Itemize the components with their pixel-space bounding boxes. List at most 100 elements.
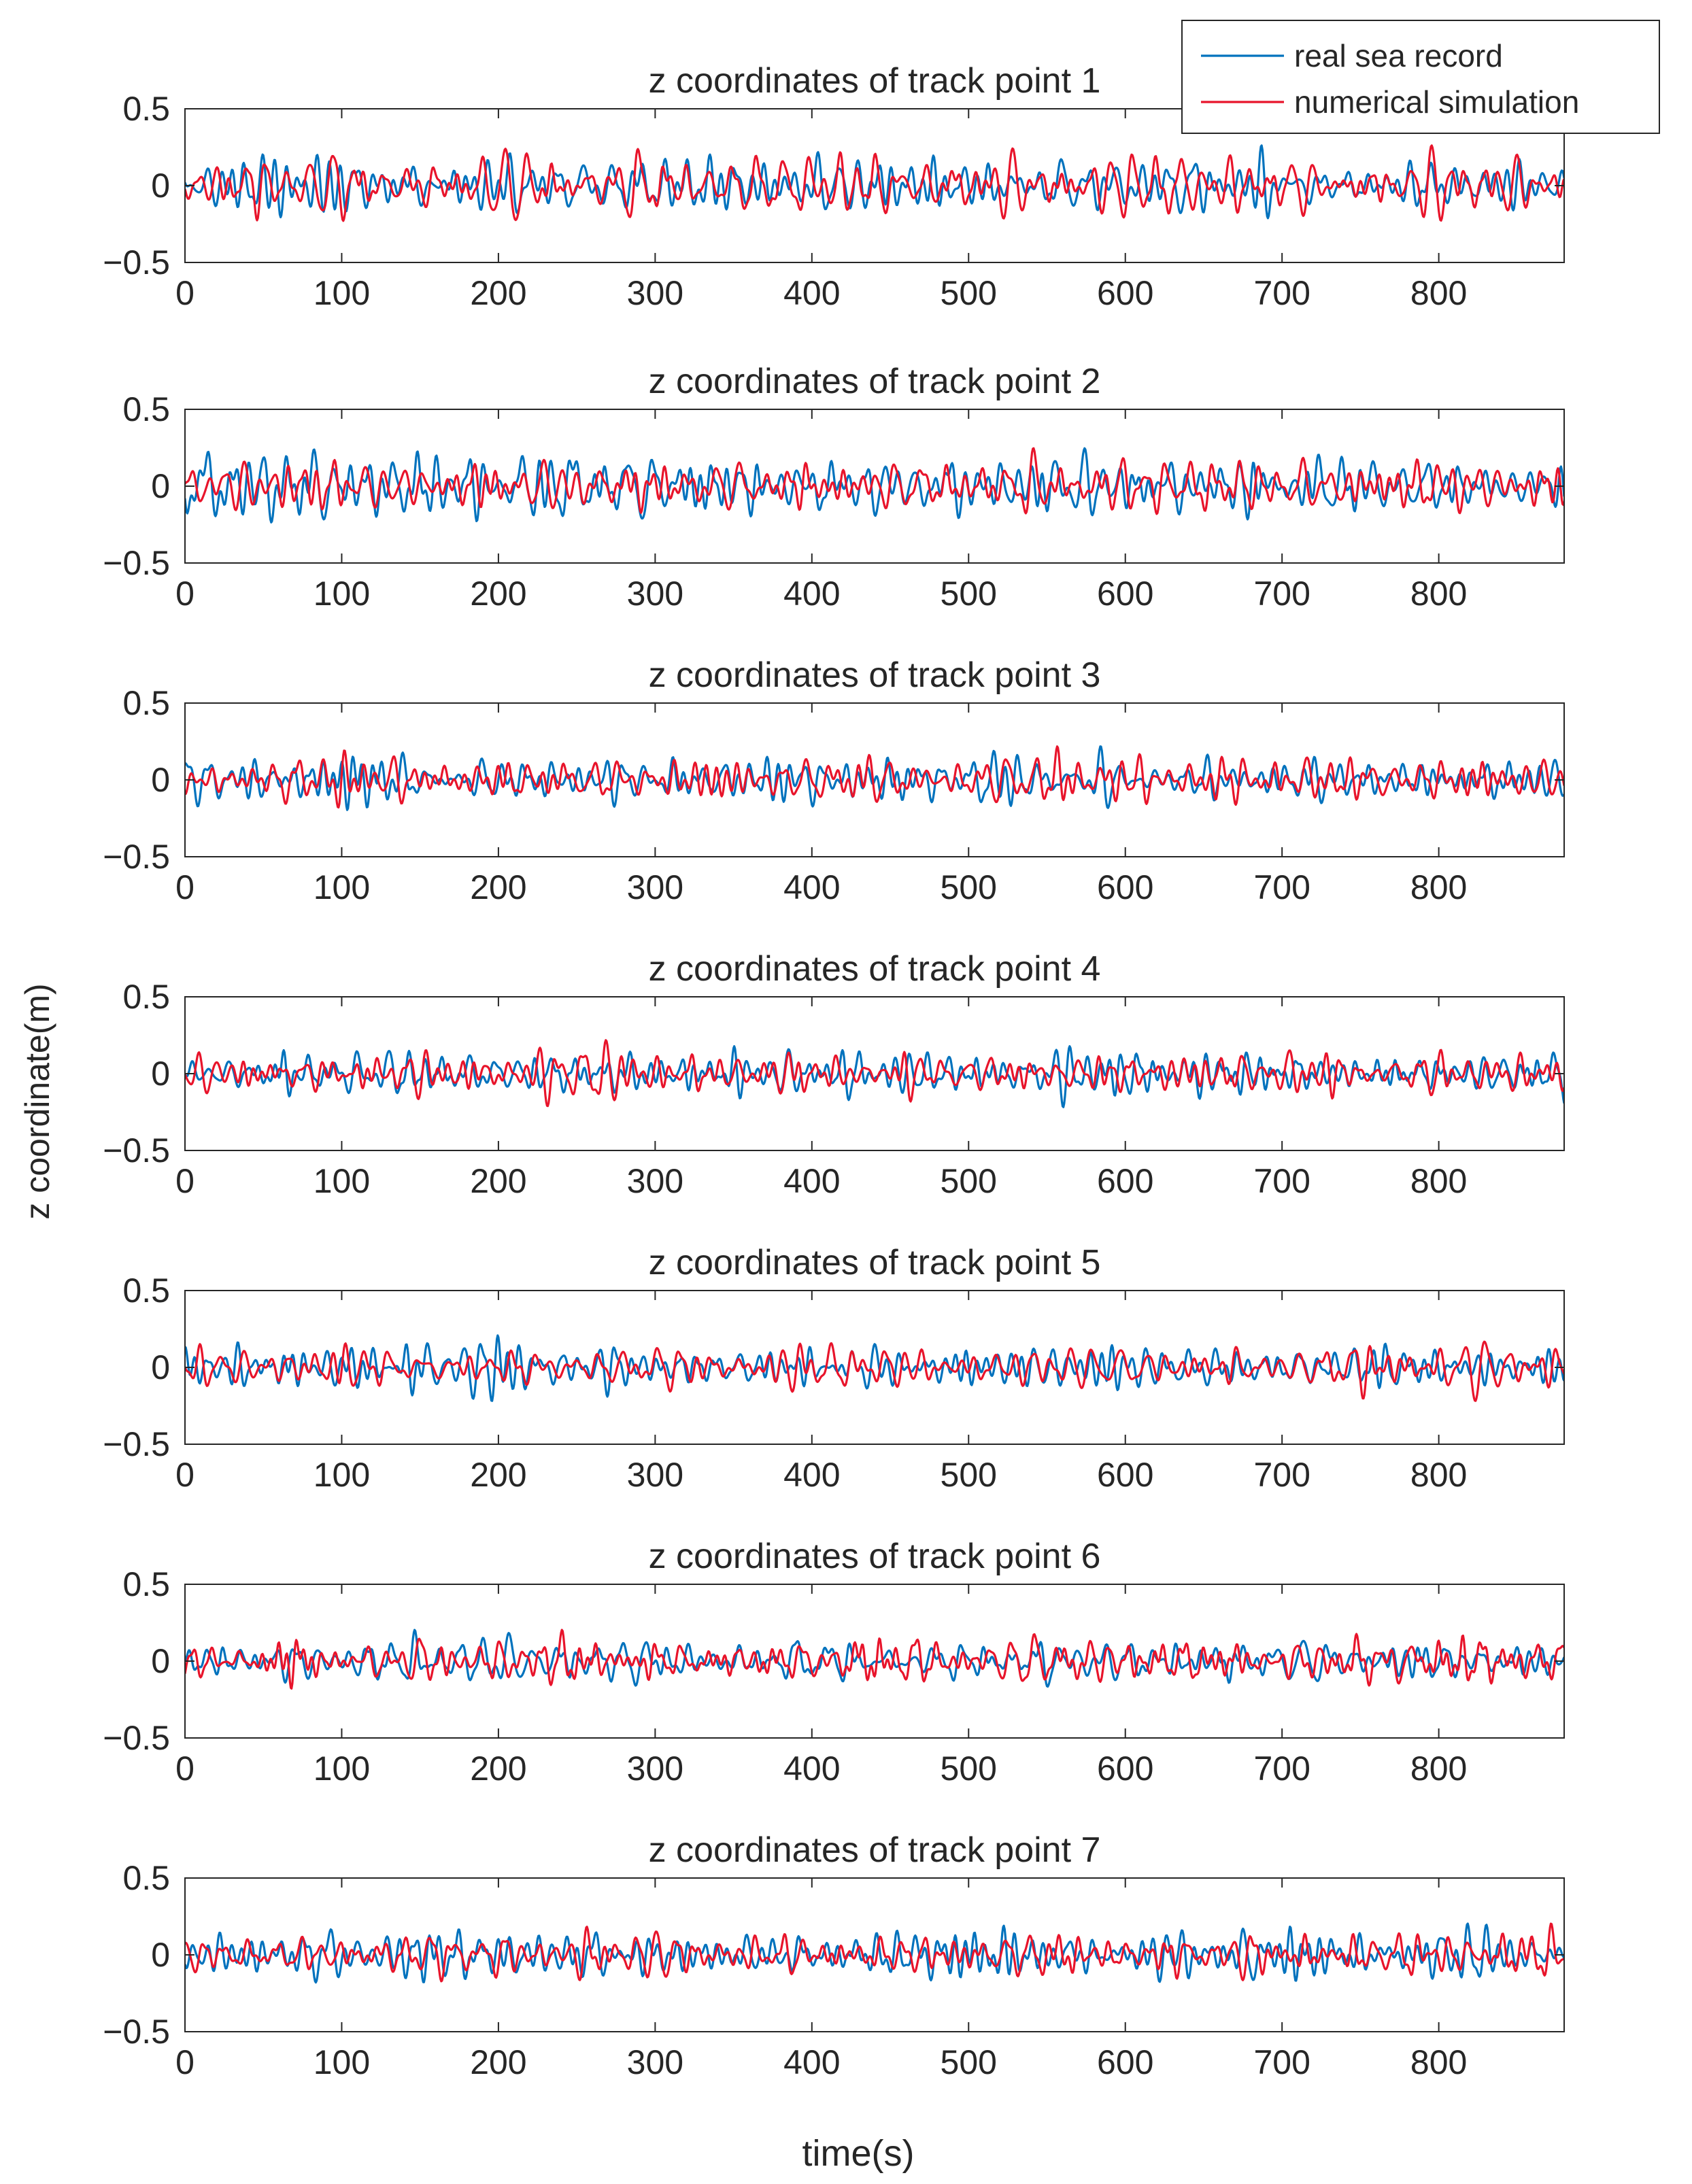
x-tick-label: 0 <box>175 2043 194 2081</box>
x-tick-label: 700 <box>1253 274 1310 312</box>
x-tick-label: 700 <box>1253 1162 1310 1200</box>
subplot-title: z coordinates of track point 3 <box>649 655 1101 695</box>
x-tick-label: 300 <box>627 1750 683 1788</box>
x-tick-label: 400 <box>783 1750 840 1788</box>
legend-item: numerical simulation <box>1201 84 1579 120</box>
x-tick-label: 0 <box>175 274 194 312</box>
legend-label: real sea record <box>1294 38 1503 73</box>
series-numerical-simulation <box>185 1922 1564 1983</box>
x-tick-label: 800 <box>1410 1456 1467 1494</box>
x-tick-label: 600 <box>1097 1162 1153 1200</box>
x-tick-label: 500 <box>941 274 997 312</box>
x-tick-label: 100 <box>314 575 370 613</box>
x-tick-label: 100 <box>314 868 370 906</box>
x-tick-label: 700 <box>1253 2043 1310 2081</box>
x-tick-label: 300 <box>627 1162 683 1200</box>
x-tick-label: 400 <box>783 2043 840 2081</box>
y-tick-label: 0.5 <box>122 684 170 722</box>
legend-item: real sea record <box>1201 38 1503 73</box>
x-tick-label: 300 <box>627 2043 683 2081</box>
x-tick-label: 600 <box>1097 274 1153 312</box>
y-tick-label: −0.5 <box>103 1131 170 1170</box>
y-tick-label: 0.5 <box>122 90 170 128</box>
series-real-sea-record <box>185 1045 1564 1108</box>
series-real-sea-record <box>185 745 1564 811</box>
x-tick-label: 0 <box>175 1750 194 1788</box>
series-numerical-simulation <box>185 1628 1564 1690</box>
y-tick-label: 0.5 <box>122 1565 170 1603</box>
axes-box <box>184 996 1565 1151</box>
y-tick-label: 0.5 <box>122 978 170 1016</box>
y-tick-label: 0 <box>151 1348 170 1386</box>
y-tick-label: 0 <box>151 1642 170 1680</box>
subplot-title: z coordinates of track point 2 <box>649 362 1101 401</box>
x-tick-label: 0 <box>175 1456 194 1494</box>
x-tick-label: 0 <box>175 1162 194 1200</box>
x-tick-label: 100 <box>314 274 370 312</box>
y-tick-label: 0 <box>151 761 170 799</box>
y-tick-label: 0.5 <box>122 1272 170 1310</box>
x-tick-label: 700 <box>1253 1456 1310 1494</box>
series-real-sea-record <box>185 447 1564 524</box>
x-tick-label: 400 <box>783 868 840 906</box>
x-tick-label: 200 <box>470 1750 526 1788</box>
x-tick-label: 700 <box>1253 575 1310 613</box>
series-numerical-simulation <box>185 1340 1564 1402</box>
x-tick-label: 500 <box>941 1162 997 1200</box>
y-tick-label: −0.5 <box>103 2013 170 2051</box>
x-tick-label: 200 <box>470 2043 526 2081</box>
subplot-6: z coordinates of track point 6 0 100 200 300… <box>103 1537 1565 1788</box>
y-tick-label: −0.5 <box>103 243 170 281</box>
subplot-title: z coordinates of track point 4 <box>649 949 1101 989</box>
x-tick-label: 300 <box>627 868 683 906</box>
x-tick-label: 800 <box>1410 575 1467 613</box>
subplot-7: z coordinates of track point 7 0 100 200 300… <box>103 1830 1565 2081</box>
subplot-4: z coordinates of track point 4 0 100 200 300… <box>103 949 1565 1200</box>
x-tick-label: 500 <box>941 1456 997 1494</box>
subplots: z coordinates of track point 1 0 100 200 300… <box>103 61 1565 2081</box>
legend-box <box>1181 20 1660 134</box>
x-tick-label: 100 <box>314 1456 370 1494</box>
x-tick-label: 400 <box>783 1456 840 1494</box>
x-tick-label: 100 <box>314 1750 370 1788</box>
x-tick-label: 700 <box>1253 1750 1310 1788</box>
subplot-title: z coordinates of track point 5 <box>649 1243 1101 1282</box>
subplot-3: z coordinates of track point 3 0 100 200 300… <box>103 655 1565 906</box>
y-tick-label: 0 <box>151 467 170 505</box>
y-tick-label: 0 <box>151 1936 170 1974</box>
series-numerical-simulation <box>185 1039 1564 1108</box>
x-tick-label: 300 <box>627 1456 683 1494</box>
y-tick-label: 0.5 <box>122 1859 170 1897</box>
x-axis-label: time(s) <box>802 2133 915 2174</box>
x-tick-label: 400 <box>783 575 840 613</box>
series-numerical-simulation <box>185 745 1564 809</box>
subplot-title: z coordinates of track point 1 <box>649 61 1101 101</box>
x-tick-label: 800 <box>1410 1162 1467 1200</box>
series-real-sea-record <box>185 1628 1564 1688</box>
subplot-2: z coordinates of track point 2 0 100 200 300… <box>103 362 1565 613</box>
x-tick-label: 800 <box>1410 1750 1467 1788</box>
x-tick-label: 800 <box>1410 2043 1467 2081</box>
series-real-sea-record <box>185 1334 1564 1402</box>
y-tick-label: −0.5 <box>103 1719 170 1757</box>
subplot-1: z coordinates of track point 1 0 100 200 300… <box>103 61 1565 312</box>
series-real-sea-record <box>185 144 1564 220</box>
subplot-title: z coordinates of track point 7 <box>649 1830 1101 1870</box>
x-tick-label: 200 <box>470 1456 526 1494</box>
y-tick-label: 0 <box>151 167 170 205</box>
x-tick-label: 400 <box>783 1162 840 1200</box>
x-tick-label: 800 <box>1410 274 1467 312</box>
x-tick-label: 200 <box>470 1162 526 1200</box>
x-tick-label: 500 <box>941 2043 997 2081</box>
x-tick-label: 600 <box>1097 868 1153 906</box>
x-tick-label: 600 <box>1097 1750 1153 1788</box>
x-tick-label: 100 <box>314 2043 370 2081</box>
subplot-5: z coordinates of track point 5 0 100 200 300… <box>103 1243 1565 1494</box>
x-tick-label: 500 <box>941 868 997 906</box>
subplot-title: z coordinates of track point 6 <box>649 1537 1101 1576</box>
y-tick-label: −0.5 <box>103 838 170 876</box>
y-tick-label: 0.5 <box>122 390 170 428</box>
x-tick-label: 800 <box>1410 868 1467 906</box>
x-tick-label: 100 <box>314 1162 370 1200</box>
